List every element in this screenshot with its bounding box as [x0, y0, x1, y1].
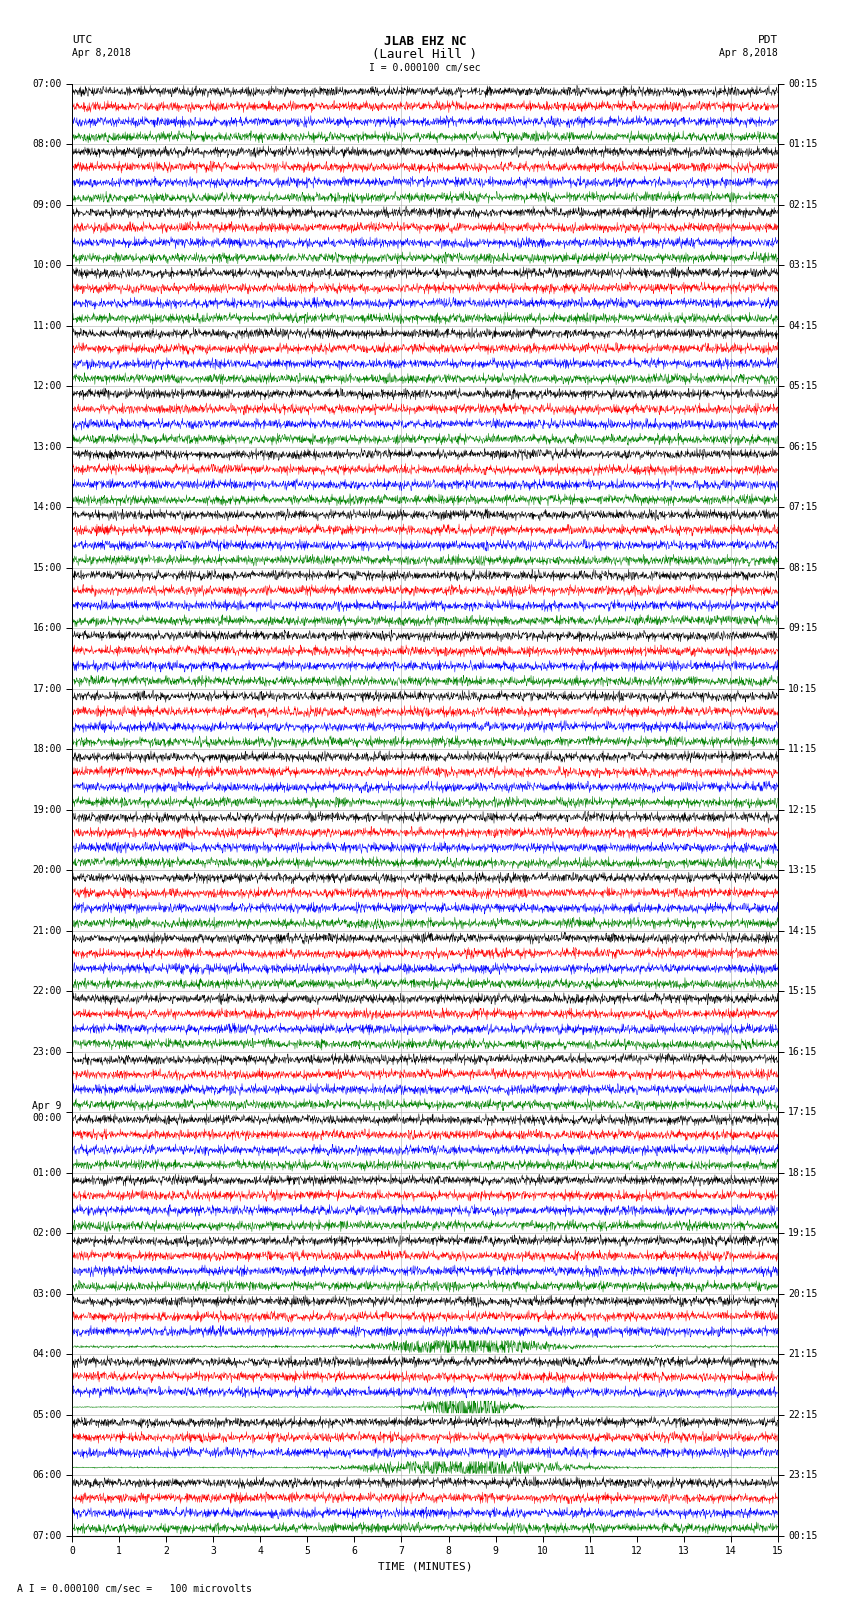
Text: Apr 8,2018: Apr 8,2018: [719, 48, 778, 58]
Text: (Laurel Hill ): (Laurel Hill ): [372, 48, 478, 61]
Text: Apr 8,2018: Apr 8,2018: [72, 48, 131, 58]
Text: A I = 0.000100 cm/sec =   100 microvolts: A I = 0.000100 cm/sec = 100 microvolts: [17, 1584, 252, 1594]
Text: PDT: PDT: [757, 35, 778, 45]
Text: I = 0.000100 cm/sec: I = 0.000100 cm/sec: [369, 63, 481, 73]
X-axis label: TIME (MINUTES): TIME (MINUTES): [377, 1561, 473, 1571]
Text: UTC: UTC: [72, 35, 93, 45]
Text: JLAB EHZ NC: JLAB EHZ NC: [383, 35, 467, 48]
